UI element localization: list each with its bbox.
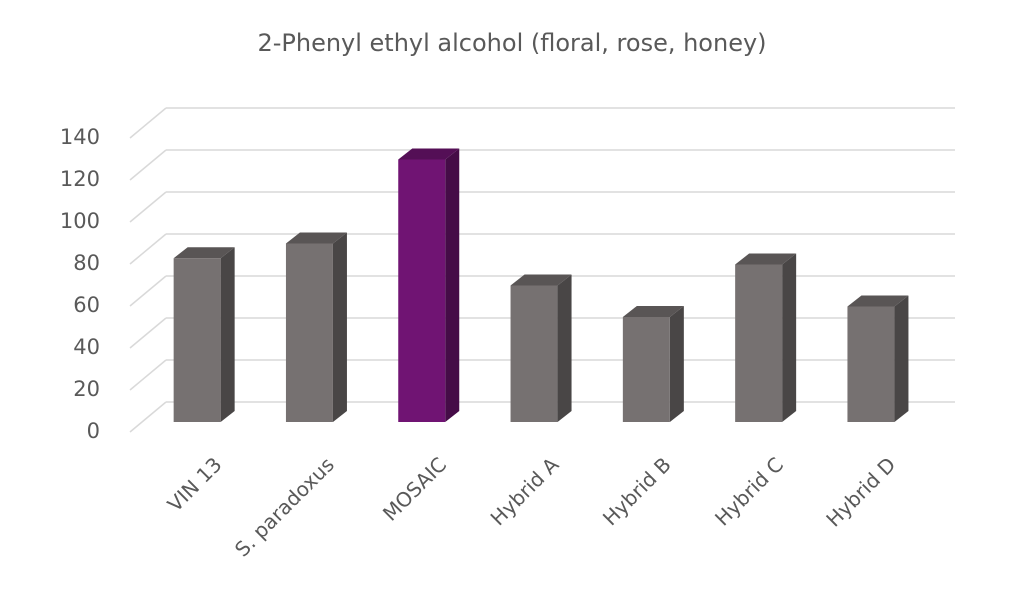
bar — [285, 232, 347, 422]
bar-top — [847, 295, 909, 307]
y-tick-label: 20 — [73, 377, 100, 401]
x-tick-label: Hybrid A — [486, 452, 564, 530]
bar-front — [398, 159, 446, 422]
bar-top — [285, 232, 347, 244]
bar-side — [894, 295, 909, 422]
grid-line — [129, 149, 167, 181]
bar-front — [847, 306, 895, 422]
grid-line — [129, 317, 167, 349]
bar-top — [622, 306, 684, 317]
bar-front — [510, 285, 558, 422]
bar — [847, 295, 909, 422]
bar-side — [669, 306, 684, 422]
bar-side — [332, 232, 347, 422]
bar-front — [622, 317, 670, 422]
grid-line — [129, 191, 167, 223]
bar-top — [735, 253, 797, 265]
grid-line — [129, 401, 167, 433]
y-tick-label: 120 — [60, 167, 100, 191]
y-tick-label: 0 — [87, 419, 100, 443]
bar-top — [173, 247, 235, 259]
y-tick-label: 60 — [73, 293, 100, 317]
bar-side — [220, 247, 235, 422]
bar-side — [445, 148, 460, 422]
bar-front — [173, 258, 221, 422]
bar-top — [510, 274, 572, 286]
bar — [173, 247, 235, 422]
y-tick-label: 100 — [60, 209, 100, 233]
grid-line — [129, 359, 167, 391]
bar — [735, 253, 797, 422]
y-tick-label: 80 — [73, 251, 100, 275]
bar — [398, 148, 460, 422]
bar-top — [398, 148, 460, 160]
bar-front — [285, 243, 333, 422]
y-tick-label: 140 — [60, 125, 100, 149]
chart-title: 2-Phenyl ethyl alcohol (floral, rose, ho… — [257, 29, 766, 57]
grid-line — [129, 107, 167, 139]
grid-line — [129, 275, 167, 307]
x-tick-label: Hybrid B — [598, 452, 676, 530]
grid-line — [129, 233, 167, 265]
bar-side — [782, 253, 797, 422]
bar-side — [557, 274, 572, 422]
bar-front — [735, 264, 783, 422]
x-tick-label: S. paradoxus — [230, 452, 339, 561]
x-tick-label: Hybrid D — [821, 452, 900, 531]
x-tick-label: Hybrid C — [710, 452, 788, 530]
x-tick-label: VIN 13 — [163, 452, 227, 516]
x-tick-label: MOSAIC — [378, 452, 451, 525]
bar — [622, 306, 684, 422]
y-tick-label: 40 — [73, 335, 100, 359]
bar — [510, 274, 572, 422]
